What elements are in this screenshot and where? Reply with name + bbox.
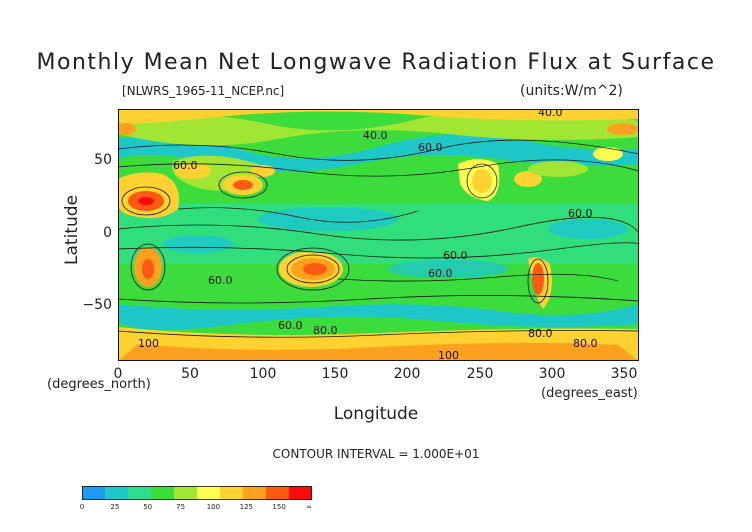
x-tick-350: 350 xyxy=(610,366,638,382)
contour-label-12: 80.0 xyxy=(573,337,598,350)
x-tick-150: 150 xyxy=(321,366,349,382)
x-tick-200: 200 xyxy=(393,366,421,382)
colorbar-cell xyxy=(151,486,175,500)
southern-cyan-patch xyxy=(388,260,508,278)
colorbar-cell xyxy=(105,486,129,500)
andes-core xyxy=(532,263,544,295)
contour-label-14: 100 xyxy=(438,349,459,361)
europe-spot xyxy=(118,123,136,135)
contour-label-4: 60.0 xyxy=(173,159,198,172)
colorbar-cell xyxy=(289,486,312,500)
contour-interval-label: CONTOUR INTERVAL = 1.000E+01 xyxy=(272,447,480,461)
colorbar-cell xyxy=(197,486,221,500)
file-label: [NLWRS_1965-11_NCEP.nc] xyxy=(122,84,285,98)
colorbar-cell xyxy=(243,486,267,500)
contour-label-2: 40.0 xyxy=(363,129,388,142)
map-frame xyxy=(118,109,639,361)
y-tick-0: 0 xyxy=(103,225,112,241)
map-title: Monthly Mean Net Longwave Radiation Flux… xyxy=(36,50,716,75)
y-unit-note: (degrees_north) xyxy=(47,377,151,392)
contour-label-13: 100 xyxy=(138,337,159,350)
greenland-spot xyxy=(607,123,639,135)
contour-label-3: 60.0 xyxy=(418,141,443,154)
x-tick-0: 0 xyxy=(113,366,123,382)
colorbar-tick-label: ∞ xyxy=(306,503,312,511)
y-tick-50: 50 xyxy=(94,152,112,168)
contour-label-7: 60.0 xyxy=(428,267,453,280)
x-tick-250: 250 xyxy=(466,366,494,382)
arctic-strip xyxy=(118,109,639,124)
pacific-cyan-patch xyxy=(258,207,398,231)
southern-africa-core xyxy=(142,259,154,279)
x-axis-label: Longitude xyxy=(333,404,419,424)
y-tick-neg50: −50 xyxy=(82,297,112,313)
indian-cyan-patch xyxy=(163,235,233,253)
x-tick-50: 50 xyxy=(181,366,199,382)
contour-lines xyxy=(118,139,639,338)
colorbar-tick-label: 150 xyxy=(272,503,286,511)
contour-label-1: 40.0 xyxy=(538,109,563,119)
north-america-core xyxy=(472,169,492,193)
canada-region xyxy=(528,161,588,177)
atlantic-warm-spot xyxy=(593,147,623,161)
colorbar-cell xyxy=(82,486,106,500)
colorbar-cell xyxy=(128,486,152,500)
antarctic-core xyxy=(118,342,639,361)
colorbar-cell xyxy=(174,486,198,500)
contour-label-9: 60.0 xyxy=(278,319,303,332)
colorbar-tick-label: 50 xyxy=(143,503,153,511)
colorbar-tick-label: 125 xyxy=(239,503,253,511)
middle-east-region xyxy=(175,163,211,179)
colorbar-tick-label: 100 xyxy=(206,503,221,511)
tibet-core xyxy=(233,180,253,190)
contour-label-6: 60.0 xyxy=(443,249,468,262)
colorbar-tick-label: 25 xyxy=(110,503,120,511)
australia-core xyxy=(303,263,327,275)
south-cyan-region xyxy=(118,304,639,330)
colorbar-cell xyxy=(266,486,290,500)
x-unit-note: (degrees_east) xyxy=(541,386,638,401)
x-tick-300: 300 xyxy=(538,366,566,382)
atlantic-cyan-patch xyxy=(548,219,628,239)
units-label: (units:W/m^2) xyxy=(520,83,623,99)
contour-label-10: 80.0 xyxy=(313,324,338,337)
colorbar xyxy=(82,486,312,500)
colorbar-tick-label: 0 xyxy=(79,503,85,511)
contour-label-5: 60.0 xyxy=(568,207,593,220)
contour-label-11: 80.0 xyxy=(528,327,553,340)
flux-map: 40.0 40.0 60.0 60.0 60.0 60.0 60.0 60.0 … xyxy=(118,109,639,361)
x-tick-100: 100 xyxy=(249,366,277,382)
colorbar-tick-label: 75 xyxy=(176,503,186,511)
contour-label-8: 60.0 xyxy=(208,274,233,287)
sahara-hotspot xyxy=(138,197,154,205)
colorbar-cell xyxy=(220,486,244,500)
y-axis-label: Latitude xyxy=(62,195,82,265)
eastern-us-region xyxy=(514,171,542,187)
